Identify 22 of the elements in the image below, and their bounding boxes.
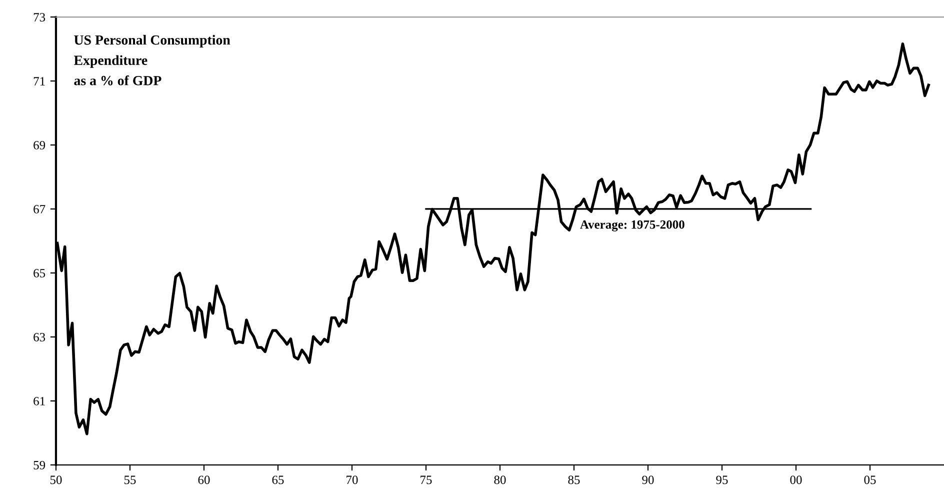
- y-tick-label: 73: [34, 13, 46, 22]
- x-tick-label: 60: [198, 476, 210, 484]
- x-tick-label: 70: [346, 476, 358, 484]
- text: US Personal Consumption Expenditure as a % of GDP: [74, 34, 230, 86]
- x-tick-label: 00: [790, 476, 802, 484]
- x-tick-label: 80: [494, 476, 506, 484]
- y-tick-label: 71: [34, 77, 45, 86]
- x-tick-label: 85: [568, 476, 580, 484]
- x-tick-label: 90: [642, 476, 654, 484]
- y-tick-label: 59: [34, 460, 46, 470]
- y-tick-label: 65: [34, 269, 46, 278]
- x-tick-label: 95: [716, 476, 728, 484]
- x-tick-label: 50: [50, 476, 62, 484]
- x-tick-label: 05: [864, 476, 876, 484]
- y-tick-label: 63: [34, 332, 46, 342]
- y-tick-label: 67: [34, 205, 46, 214]
- x-tick-label: 55: [124, 476, 136, 484]
- y-tick-label: 61: [34, 396, 45, 406]
- y-tick-label: 69: [34, 141, 46, 150]
- x-tick-label: 65: [272, 476, 284, 484]
- annotation: Average: 1975-2000: [580, 220, 684, 232]
- x-tick-label: 75: [420, 476, 432, 484]
